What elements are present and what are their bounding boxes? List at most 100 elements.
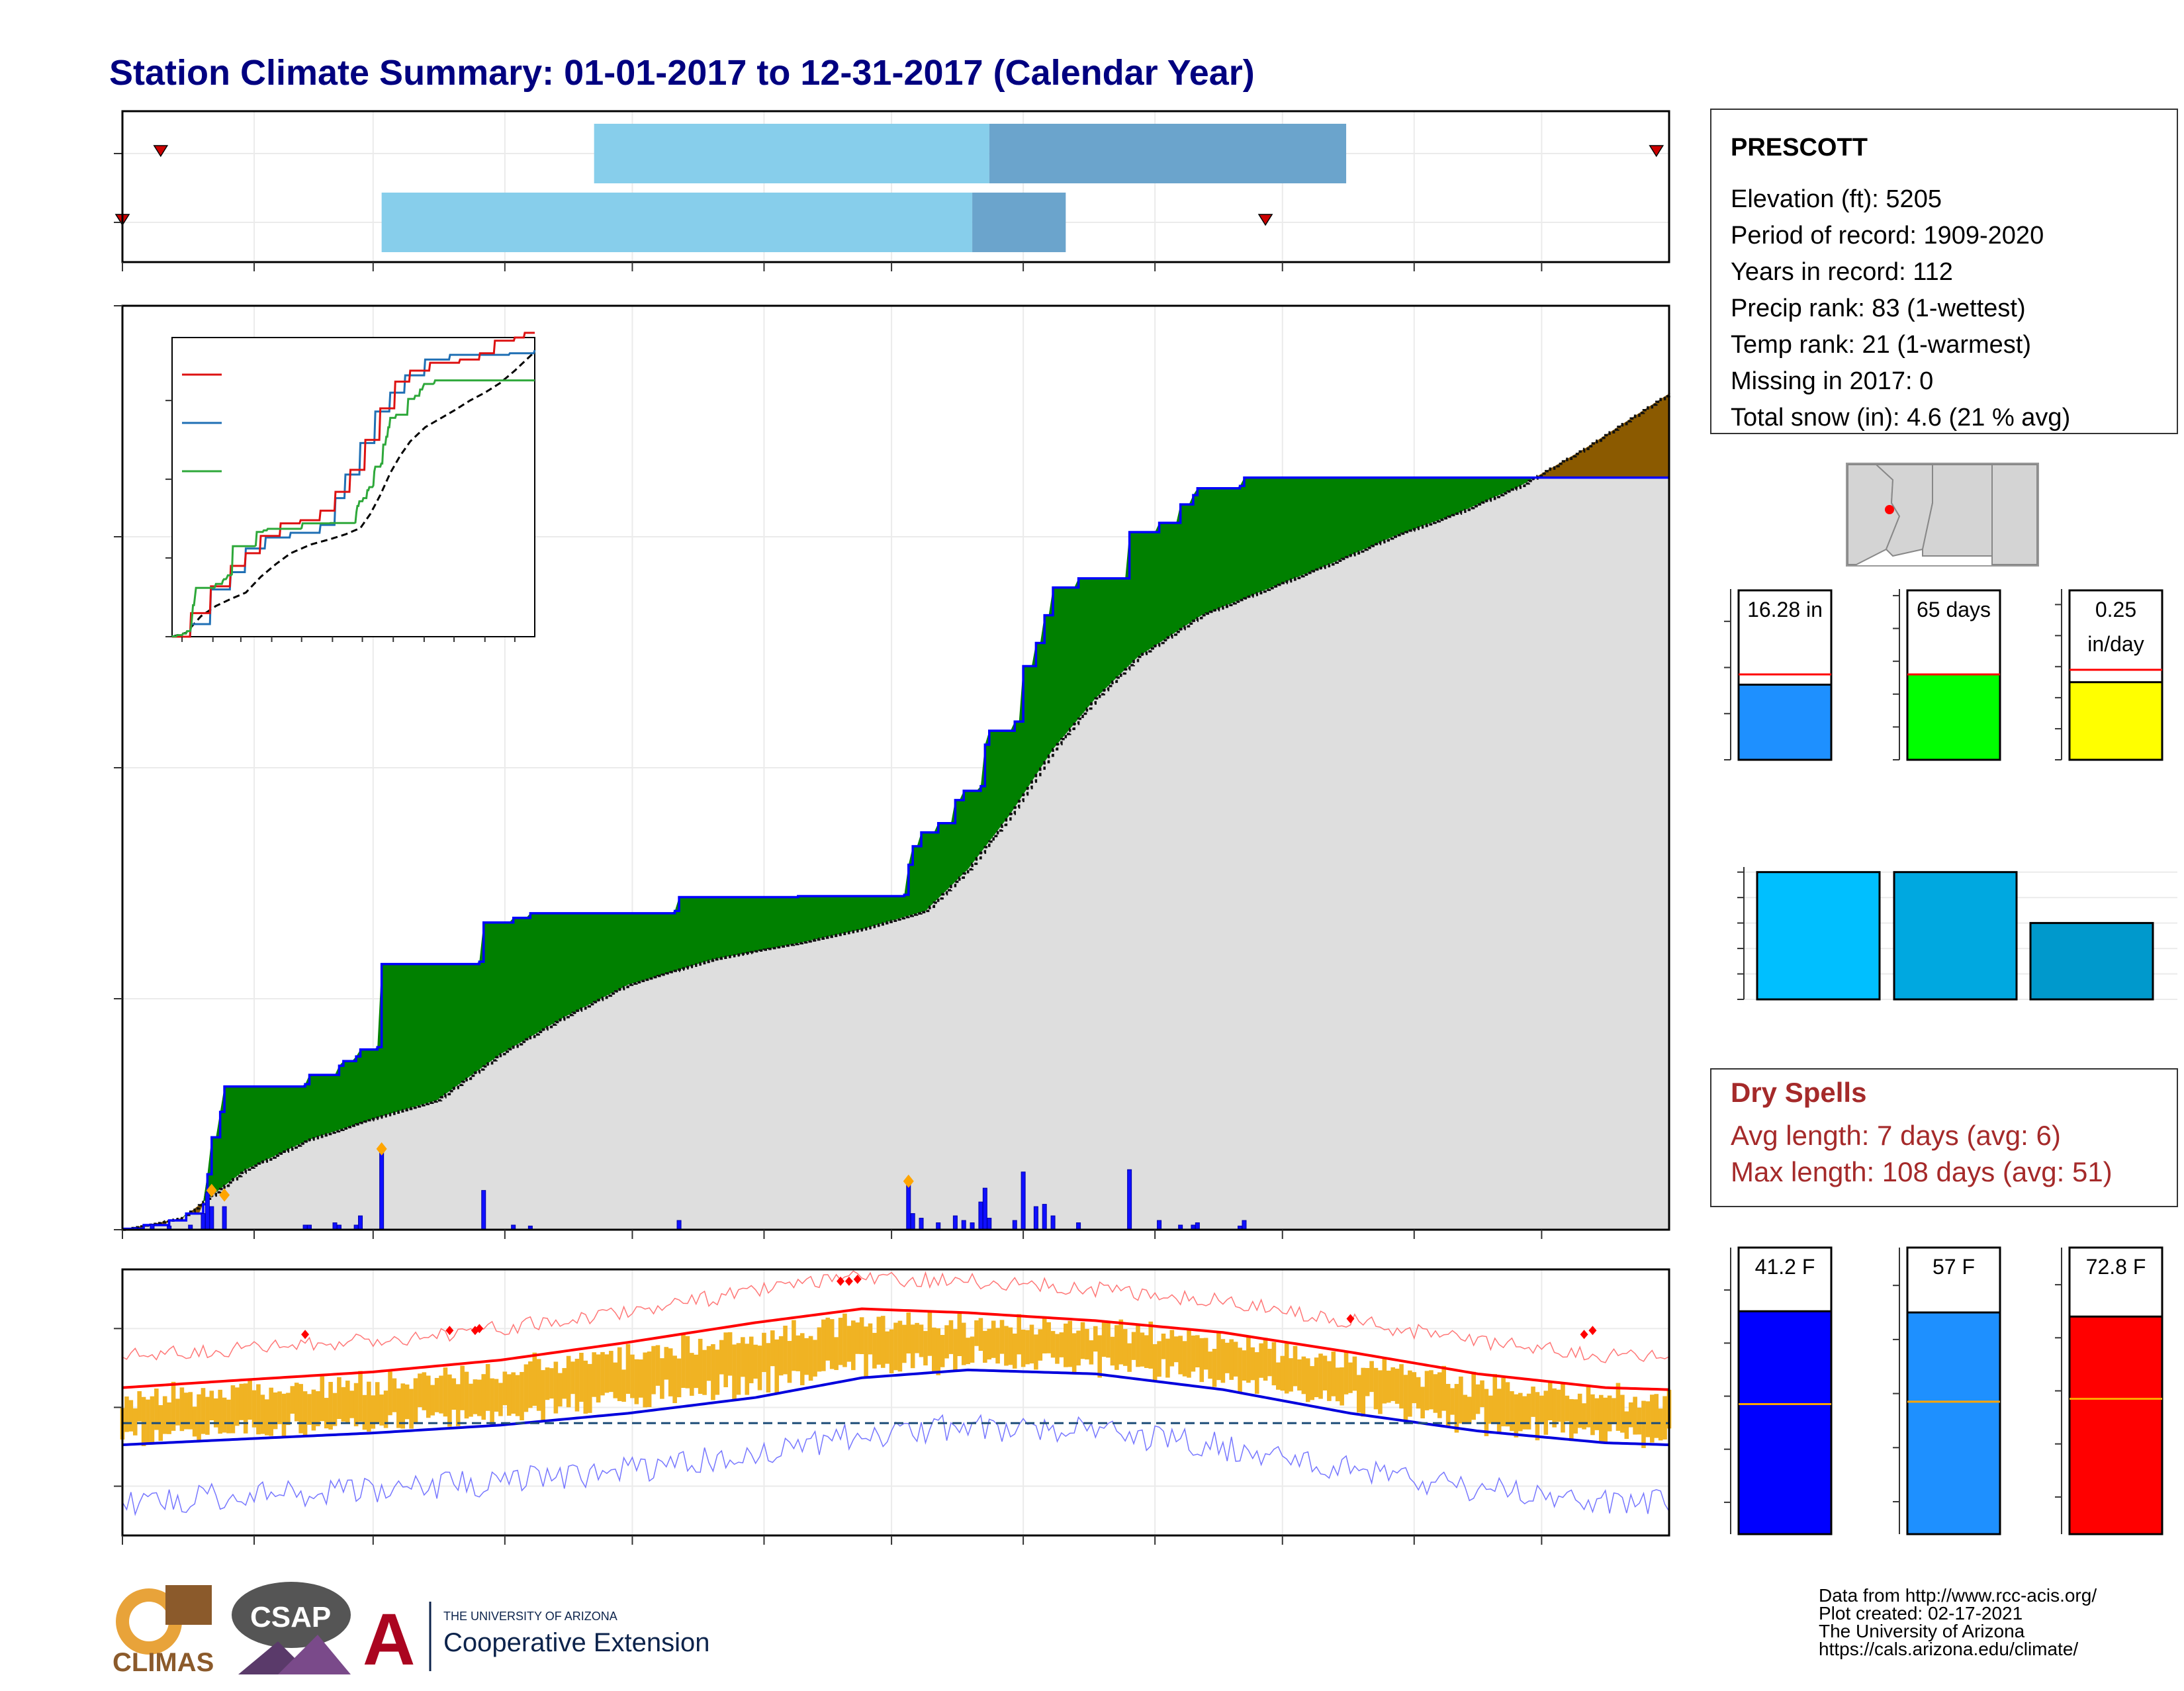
timing-bar-50-75: [989, 124, 1347, 183]
daily-temp-bar: [796, 1335, 801, 1371]
daily-temp-bar: [1110, 1336, 1115, 1366]
record-high-marker: [837, 1276, 845, 1286]
daily-temp-bar: [520, 1371, 524, 1421]
daily-temp-bar: [1594, 1398, 1600, 1430]
daily-temp-bar: [579, 1352, 584, 1402]
daily-temp-bar: [1293, 1346, 1298, 1387]
daily-temp-bar: [141, 1396, 146, 1447]
daily-temp-bar: [1556, 1389, 1561, 1422]
daily-temp-bar: [915, 1322, 919, 1353]
daily-temp-bar: [1565, 1395, 1570, 1422]
daily-temp-bar: [893, 1322, 898, 1371]
daily-temp-bar: [1267, 1348, 1272, 1377]
daily-temp-bar: [197, 1394, 201, 1441]
daily-temp-bar: [367, 1381, 371, 1432]
missing-marker: [903, 1174, 914, 1188]
daily-temp-bar: [1450, 1388, 1455, 1415]
missing-marker: [376, 1142, 387, 1156]
daily-temp-bar: [460, 1365, 465, 1410]
daily-temp-bar: [358, 1371, 363, 1422]
daily-temp-bar: [302, 1391, 308, 1436]
mini-value-label: in/day: [2087, 632, 2144, 656]
daily-temp-bar: [1343, 1351, 1349, 1394]
daily-temp-bar: [1152, 1344, 1158, 1382]
daily-temp-bar: [1017, 1314, 1021, 1355]
mini-value-bar: [1906, 1311, 2001, 1535]
daily-temp-bar: [332, 1393, 338, 1426]
daily-temp-bar: [269, 1387, 274, 1436]
daily-temp-bar: [171, 1381, 176, 1431]
daily-temp-bar: [668, 1348, 673, 1396]
daily-temp-bar: [855, 1322, 860, 1354]
daily-temp-bar: [1573, 1399, 1578, 1434]
daily-temp-bar: [1224, 1342, 1230, 1373]
dry-spells-box: Dry Spells Avg length: 7 days (avg: 6) M…: [1710, 1068, 2178, 1207]
daily-temp-bar: [248, 1379, 252, 1420]
daily-temp-bar: [1586, 1386, 1591, 1428]
daily-temp-bar: [1314, 1357, 1319, 1398]
timing-bar-25-50: [594, 124, 989, 183]
daily-temp-bar: [1335, 1367, 1340, 1402]
daily-temp-bar: [400, 1383, 406, 1429]
daily-temp-bar: [1624, 1411, 1629, 1440]
daily-temp-bar: [1378, 1370, 1383, 1414]
daily-temp-bar: [787, 1341, 792, 1383]
csap-wordmark: CSAP: [250, 1601, 331, 1633]
daily-temp-bar: [944, 1325, 949, 1359]
daily-temp-bar: [1012, 1333, 1017, 1369]
daily-precip-bar: [1242, 1220, 1247, 1230]
daily-temp-bar: [685, 1336, 690, 1389]
daily-temp-bar: [596, 1354, 601, 1403]
daily-temp-bar: [745, 1344, 750, 1395]
daily-temp-bar: [1182, 1341, 1187, 1377]
mini-value-bar: [1906, 673, 2001, 761]
daily-temp-bar: [320, 1376, 325, 1422]
daily-precip-bar: [379, 1150, 385, 1230]
daily-temp-bar: [1412, 1372, 1417, 1404]
daily-temp-bar: [1582, 1403, 1586, 1430]
daily-temp-bar: [256, 1384, 261, 1435]
station-info-box: PRESCOTT Elevation (ft): 5205 Period of …: [1710, 109, 2178, 434]
daily-temp-bar: [1459, 1376, 1463, 1424]
record-high-marker: [445, 1326, 454, 1336]
daily-temp-bar: [132, 1408, 138, 1436]
station-elevation: Elevation (ft): 5205: [1731, 185, 1942, 213]
daily-temp-bar: [1089, 1340, 1094, 1365]
daily-temp-bar: [1361, 1367, 1366, 1417]
daily-temp-bar: [834, 1337, 839, 1371]
daily-temp-bar: [966, 1338, 970, 1365]
daily-temp-bar: [1628, 1402, 1633, 1428]
daily-temp-bar: [469, 1383, 473, 1417]
record-high-marker: [1580, 1330, 1588, 1340]
daily-temp-bar: [294, 1383, 299, 1422]
daily-temp-bar: [477, 1379, 482, 1416]
daily-temp-bar: [409, 1389, 414, 1429]
daily-temp-bar: [418, 1373, 422, 1408]
daily-temp-bar: [999, 1320, 1005, 1354]
daily-temp-bar: [443, 1367, 448, 1417]
daily-temp-bar: [1416, 1377, 1421, 1409]
daily-precip-bar: [1076, 1222, 1081, 1230]
daily-temp-bar: [808, 1336, 813, 1381]
daily-temp-bar: [753, 1344, 758, 1379]
credit-plot-created: Plot created: 02-17-2021: [1819, 1603, 2023, 1623]
daily-temp-bar: [562, 1368, 567, 1399]
dry-spells-max: Max length: 108 days (avg: 51): [1731, 1156, 2113, 1187]
daily-temp-bar: [634, 1359, 639, 1404]
daily-temp-bar: [1191, 1335, 1196, 1372]
daily-temp-bar: [1501, 1377, 1506, 1427]
daily-precip-bar: [209, 1206, 214, 1230]
daily-temp-bar: [961, 1322, 966, 1365]
daily-temp-bar: [715, 1349, 720, 1395]
daily-temp-bar: [783, 1326, 788, 1375]
daily-temp-bar: [455, 1384, 461, 1426]
daily-temp-bar: [1068, 1320, 1073, 1367]
daily-temp-bar: [672, 1355, 677, 1404]
daily-temp-bar: [1208, 1351, 1212, 1379]
daily-temp-bar: [1535, 1392, 1540, 1441]
page-title: Station Climate Summary: 01-01-2017 to 1…: [109, 53, 1255, 93]
daily-temp-bar: [694, 1354, 699, 1389]
daily-temp-bar: [825, 1317, 831, 1361]
station-temp-rank: Temp rank: 21 (1-warmest): [1731, 331, 2031, 359]
daily-temp-bar: [1424, 1371, 1430, 1410]
